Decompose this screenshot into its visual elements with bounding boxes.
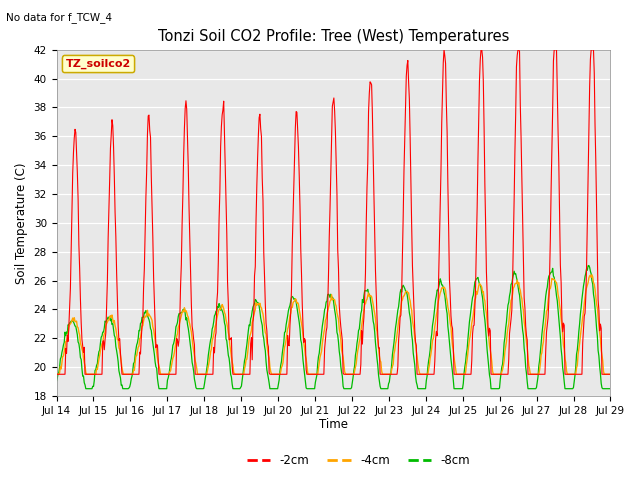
-2cm bbox=[205, 372, 213, 377]
Legend: TZ_soilco2: TZ_soilco2 bbox=[62, 55, 134, 72]
-8cm bbox=[52, 378, 60, 384]
Line: -4cm: -4cm bbox=[56, 275, 611, 374]
-4cm bbox=[205, 360, 213, 365]
-4cm bbox=[52, 372, 60, 377]
-2cm bbox=[607, 372, 614, 377]
-4cm bbox=[588, 272, 596, 277]
Line: -8cm: -8cm bbox=[56, 265, 611, 389]
-4cm bbox=[401, 291, 408, 297]
-8cm bbox=[402, 288, 410, 294]
-4cm bbox=[417, 372, 425, 377]
X-axis label: Time: Time bbox=[319, 419, 348, 432]
-8cm bbox=[120, 386, 128, 392]
-2cm bbox=[440, 47, 448, 53]
-2cm bbox=[52, 372, 60, 377]
-4cm bbox=[120, 372, 127, 377]
-8cm bbox=[63, 329, 70, 335]
-8cm bbox=[177, 310, 184, 316]
Title: Tonzi Soil CO2 Profile: Tree (West) Temperatures: Tonzi Soil CO2 Profile: Tree (West) Temp… bbox=[158, 29, 509, 44]
-8cm bbox=[82, 386, 90, 392]
-2cm bbox=[176, 316, 184, 322]
-8cm bbox=[585, 263, 593, 268]
-4cm bbox=[63, 338, 70, 344]
Text: No data for f_TCW_4: No data for f_TCW_4 bbox=[6, 12, 113, 23]
-2cm bbox=[120, 372, 127, 377]
-8cm bbox=[418, 386, 426, 392]
-8cm bbox=[607, 386, 614, 392]
-2cm bbox=[401, 136, 408, 142]
-2cm bbox=[417, 372, 425, 377]
-2cm bbox=[63, 350, 70, 356]
Line: -2cm: -2cm bbox=[56, 50, 611, 374]
-4cm bbox=[607, 372, 614, 377]
Y-axis label: Soil Temperature (C): Soil Temperature (C) bbox=[15, 162, 28, 284]
Legend: -2cm, -4cm, -8cm: -2cm, -4cm, -8cm bbox=[242, 449, 475, 472]
-4cm bbox=[176, 319, 184, 324]
-8cm bbox=[206, 341, 214, 347]
